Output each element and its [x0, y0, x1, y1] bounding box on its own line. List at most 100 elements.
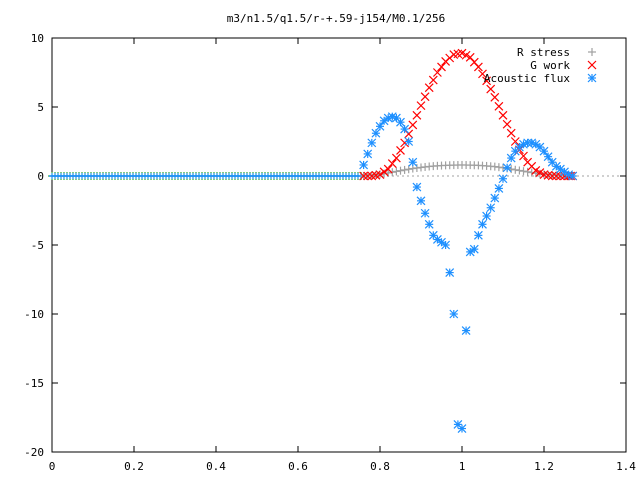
series-g-work	[359, 48, 578, 181]
data-point	[420, 208, 430, 218]
data-point	[498, 110, 508, 120]
data-point	[416, 196, 426, 206]
data-point	[432, 68, 442, 77]
data-point	[400, 124, 410, 134]
data-point	[416, 101, 426, 111]
data-point	[502, 163, 512, 173]
data-point	[506, 153, 516, 163]
data-point	[568, 171, 578, 181]
data-point	[511, 165, 520, 174]
data-point	[375, 170, 385, 180]
data-point	[523, 138, 533, 148]
y-tick-label: 5	[37, 101, 44, 114]
data-point	[551, 171, 561, 181]
data-point	[543, 152, 553, 162]
data-point	[412, 182, 422, 192]
data-point	[359, 160, 369, 170]
data-point	[367, 138, 377, 148]
x-tick-label: 1	[459, 460, 466, 473]
legend-label: Acoustic flux	[484, 72, 570, 85]
legend-label: R stress	[517, 46, 570, 59]
y-tick-label: 0	[37, 170, 44, 183]
legend-marker	[587, 60, 597, 70]
y-tick-label: 10	[31, 32, 44, 45]
data-point	[494, 183, 504, 193]
data-point	[482, 76, 492, 86]
data-point	[437, 62, 446, 72]
data-point	[396, 166, 405, 175]
data-point	[371, 128, 381, 138]
data-point	[363, 149, 373, 159]
data-point	[375, 121, 385, 131]
data-point	[408, 120, 418, 130]
data-point	[359, 171, 369, 181]
data-point	[391, 153, 401, 163]
data-point	[424, 219, 434, 229]
data-point	[461, 326, 471, 335]
data-point	[510, 137, 520, 146]
y-tick-label: -5	[31, 239, 44, 252]
x-tick-label: 0.4	[206, 460, 226, 473]
y-axis: -20 -15 -10 -5 0 5 10	[24, 32, 626, 459]
data-point	[478, 69, 487, 79]
data-point	[391, 113, 401, 123]
data-point	[515, 166, 524, 175]
x-axis: 0 0.2 0.4 0.6 0.8 1 1.2 1.4	[49, 38, 636, 473]
legend-label: G work	[530, 59, 570, 72]
data-point	[473, 62, 483, 72]
data-point	[457, 424, 467, 433]
data-point	[379, 167, 389, 177]
data-point	[420, 92, 430, 102]
legend-marker	[587, 73, 597, 83]
data-point	[523, 167, 532, 176]
data-point	[494, 101, 504, 111]
data-point	[449, 309, 459, 319]
x-tick-label: 0.2	[124, 460, 144, 473]
data-point	[383, 164, 393, 174]
data-point	[547, 171, 557, 181]
y-tick-label: -10	[24, 308, 44, 321]
legend-marker	[588, 48, 596, 56]
data-point	[408, 157, 418, 167]
data-point	[396, 146, 405, 155]
data-point	[478, 219, 487, 229]
data-point	[490, 193, 500, 203]
x-tick-label: 0.6	[288, 460, 308, 473]
data-point	[482, 211, 492, 221]
data-point	[441, 240, 451, 250]
data-point	[506, 128, 516, 138]
baseline-points	[48, 172, 365, 180]
x-tick-label: 0.8	[370, 460, 390, 473]
data-point	[400, 165, 409, 174]
chart-title: m3/n1.5/q1.5/r-+.59-j154/M0.1/256	[227, 12, 446, 25]
data-point	[387, 159, 397, 169]
y-tick-label: -20	[24, 446, 44, 459]
data-point	[445, 268, 455, 278]
data-point	[469, 244, 479, 254]
data-point	[519, 167, 528, 176]
x-tick-label: 1.4	[616, 460, 636, 473]
data-point	[388, 168, 397, 177]
data-point	[539, 146, 549, 156]
plot-frame	[51, 37, 627, 453]
data-point	[363, 171, 373, 181]
data-point	[519, 151, 528, 161]
data-point	[486, 84, 496, 94]
data-point	[424, 83, 434, 93]
x-tick-label: 0	[49, 460, 56, 473]
data-point	[498, 174, 508, 184]
data-point	[473, 230, 483, 240]
data-point	[502, 119, 512, 129]
data-point	[490, 92, 500, 102]
x-tick-label: 1.2	[534, 460, 554, 473]
data-point	[392, 167, 401, 176]
series-layer	[359, 48, 578, 433]
data-point	[412, 110, 422, 120]
data-point	[486, 203, 496, 213]
data-point	[396, 117, 405, 127]
data-point	[404, 165, 413, 174]
y-tick-label: -15	[24, 377, 44, 390]
data-point	[428, 75, 438, 85]
